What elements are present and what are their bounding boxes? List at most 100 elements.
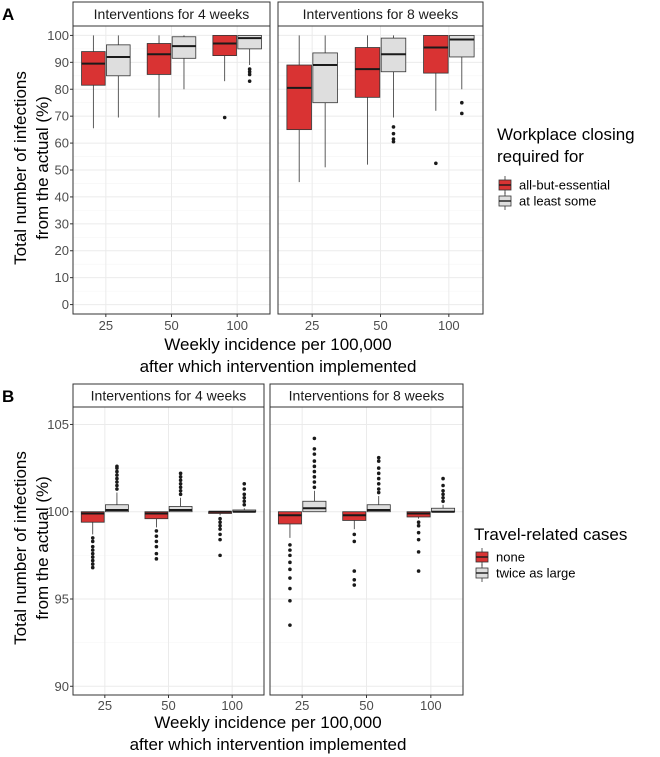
legend-label: twice as large xyxy=(496,566,575,581)
panel-tag-A: A xyxy=(2,5,14,24)
outlier-point xyxy=(242,502,247,507)
outlier-point xyxy=(441,476,445,481)
outlier-point xyxy=(376,459,381,463)
y-tick-label: 70 xyxy=(55,109,69,124)
y-tick-label: 40 xyxy=(55,189,69,204)
box-twice-as-large-50 xyxy=(168,471,193,513)
box-twice-as-large-100 xyxy=(431,476,456,513)
box-body xyxy=(212,35,237,57)
outlier-point xyxy=(90,562,95,566)
y-axis-title-line: from the actual (%) xyxy=(33,96,52,240)
box-at-least-some-100 xyxy=(449,35,475,116)
x-tick-label: 25 xyxy=(99,318,113,333)
outlier-point xyxy=(416,537,421,542)
outlier-point xyxy=(115,483,119,488)
outlier-point xyxy=(178,482,183,486)
outlier-point xyxy=(242,487,247,491)
box-body xyxy=(423,35,449,74)
outlier-point xyxy=(441,483,445,488)
box-body xyxy=(366,504,391,513)
outlier-point xyxy=(352,578,357,582)
legend-title: Workplace closing xyxy=(497,125,635,144)
box-body xyxy=(80,511,105,523)
y-tick-label: 100 xyxy=(47,504,69,519)
x-axis-title-line: Weekly incidence per 100,000 xyxy=(154,713,381,732)
outlier-point xyxy=(247,72,252,77)
x-tick-label: 50 xyxy=(373,318,387,333)
legend-label: all-but-essential xyxy=(519,178,610,193)
box-all-but-essential-100 xyxy=(423,35,449,166)
x-axis-title-line: Weekly incidence per 100,000 xyxy=(164,335,391,354)
legend-key-at-least-some xyxy=(498,192,512,210)
outlier-point xyxy=(376,490,381,495)
outlier-point xyxy=(154,557,159,561)
box-body xyxy=(302,500,327,513)
y-tick-label: 80 xyxy=(55,82,69,97)
facet-2: Interventions for 8 weeks 25 50 100 xyxy=(269,383,464,713)
facet-strip-label: Interventions for 8 weeks xyxy=(303,6,459,22)
box-twice-as-large-100 xyxy=(232,482,257,513)
outlier-point xyxy=(178,478,183,483)
outlier-point xyxy=(90,558,95,563)
x-tick-label: 100 xyxy=(221,698,243,713)
facet-2: Interventions for 8 weeks 25 50 100 xyxy=(277,1,484,333)
y-tick-label: 90 xyxy=(55,55,69,70)
box-at-least-some-50 xyxy=(380,35,407,144)
chart-panel-B: B 90 95 100 105 Total number of infections fro… xyxy=(2,383,627,754)
facet-1: Interventions for 4 weeks 25 50 100 xyxy=(72,383,265,713)
outlier-point xyxy=(218,527,222,531)
y-tick-label: 10 xyxy=(55,270,69,285)
outlier-point xyxy=(288,586,292,591)
box-all-but-essential-100 xyxy=(212,35,237,120)
outlier-point xyxy=(416,523,421,528)
outlier-point xyxy=(218,532,222,537)
box-body xyxy=(312,52,338,104)
outlier-point xyxy=(288,567,292,572)
y-tick-label: 0 xyxy=(62,297,69,312)
facet-strip-label: Interventions for 8 weeks xyxy=(289,388,445,404)
outlier-point xyxy=(154,539,159,544)
box-twice-as-large-50 xyxy=(366,455,391,513)
y-tick-label: 100 xyxy=(47,28,69,43)
box-body xyxy=(146,43,172,75)
outlier-point xyxy=(288,576,292,580)
y-tick-label: 60 xyxy=(55,136,69,151)
outlier-point xyxy=(312,469,317,474)
x-tick-label: 25 xyxy=(305,318,319,333)
x-tick-label: 50 xyxy=(359,698,373,713)
outlier-point xyxy=(312,475,317,479)
box-body xyxy=(286,64,312,131)
outlier-point xyxy=(352,569,357,573)
outlier-point xyxy=(441,499,445,504)
facet-strip xyxy=(269,383,464,408)
outlier-point xyxy=(434,161,438,166)
outlier-point xyxy=(90,539,95,544)
outlier-point xyxy=(115,476,119,481)
outlier-point xyxy=(376,482,381,486)
box-none-25 xyxy=(80,511,105,570)
box-none-100 xyxy=(406,511,431,573)
legend-label: none xyxy=(496,550,525,565)
outlier-point xyxy=(312,485,317,490)
outlier-point xyxy=(242,482,247,486)
outlier-point xyxy=(288,623,292,627)
outlier-point xyxy=(222,115,227,120)
outlier-point xyxy=(376,455,381,460)
outlier-point xyxy=(115,469,119,474)
legend-title: Travel-related cases xyxy=(474,525,627,544)
facet-strip-label: Interventions for 4 weeks xyxy=(91,388,247,404)
outlier-point xyxy=(312,464,317,469)
y-axis-title-line: Total number of infections xyxy=(11,71,30,265)
x-tick-label: 100 xyxy=(226,318,248,333)
box-none-50 xyxy=(144,511,169,561)
outlier-point xyxy=(178,475,183,479)
outlier-point xyxy=(312,436,317,441)
outlier-point xyxy=(376,466,381,470)
outlier-point xyxy=(288,560,292,565)
box-all-but-essential-50 xyxy=(354,35,381,165)
box-body xyxy=(105,504,129,513)
box-body xyxy=(277,511,302,525)
box-at-least-some-25 xyxy=(312,35,338,168)
outlier-point xyxy=(90,565,95,570)
